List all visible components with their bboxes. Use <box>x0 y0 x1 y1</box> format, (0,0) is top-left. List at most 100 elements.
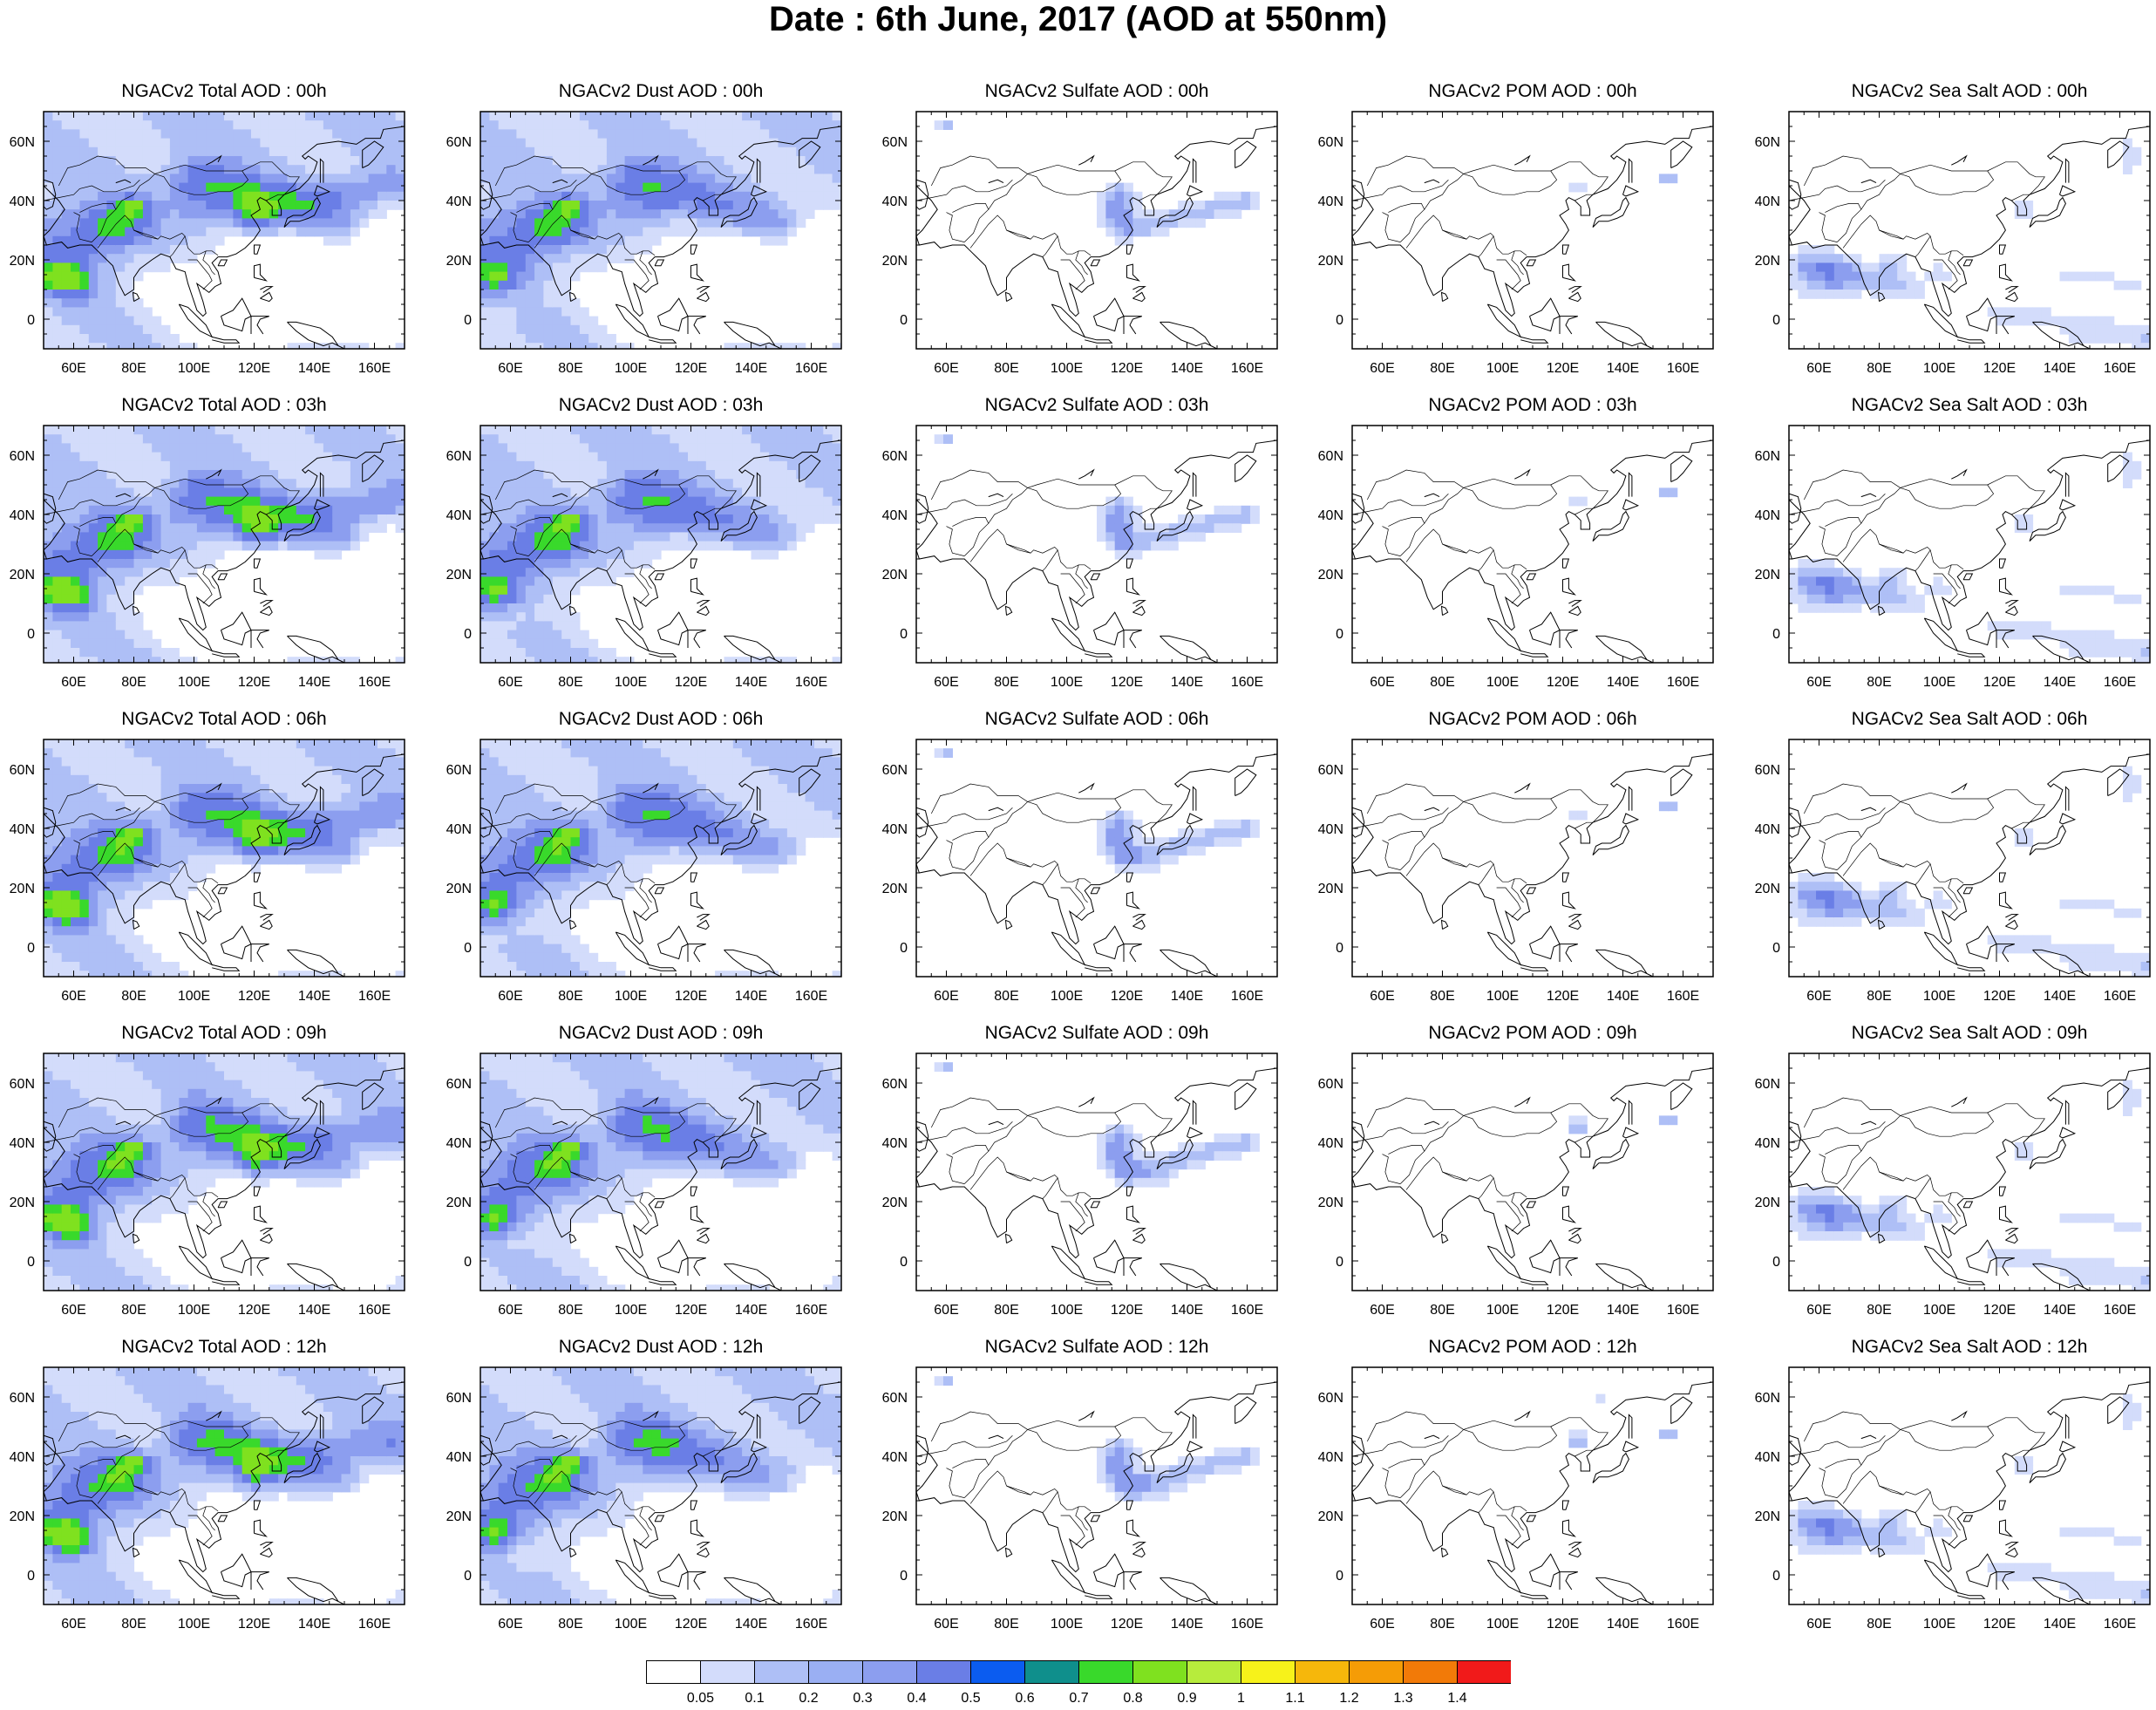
border-line <box>1076 251 1088 275</box>
coastline-java <box>1957 1278 1984 1284</box>
coastline-taiwan <box>1563 1187 1569 1196</box>
coastline-visayas <box>1568 915 1581 921</box>
coastline-taiwan <box>691 873 697 882</box>
lat-tick-label: 60N <box>446 449 472 464</box>
colorbar-label: 0.6 <box>1015 1691 1034 1706</box>
border-line <box>188 1202 213 1231</box>
border-line <box>1789 494 1885 514</box>
coastline-borneo <box>1094 926 1125 958</box>
coastline-hokkaido <box>2060 814 2075 824</box>
lon-tick-label: 100E <box>615 1617 647 1632</box>
coastline-luzon <box>2000 578 2012 595</box>
lon-tick-label: 140E <box>298 675 330 690</box>
coastline-taiwan <box>1563 873 1569 882</box>
lon-tick-label: 80E <box>1430 361 1454 376</box>
coastline-luzon <box>691 892 704 909</box>
coastline-newguinea <box>1596 322 1654 349</box>
border-line <box>1988 162 2045 194</box>
coastlines <box>1780 1367 2150 1604</box>
lat-tick-label: 0 <box>1772 313 1780 328</box>
coastline-java <box>1520 337 1547 343</box>
lat-tick-label: 40N <box>882 1450 908 1465</box>
lat-tick-label: 20N <box>1755 1196 1780 1210</box>
border-line <box>1007 1172 1031 1181</box>
coastline-sakhalin <box>2065 1414 2069 1438</box>
border-line <box>640 1193 652 1216</box>
lat-tick-label: 0 <box>900 1569 908 1584</box>
coastlines <box>908 1053 1277 1291</box>
lat-tick-label: 60N <box>10 1391 35 1406</box>
lon-tick-label: 60E <box>1806 675 1831 690</box>
border-line <box>1861 793 1994 837</box>
lat-tick-label: 60N <box>1318 1077 1343 1092</box>
coastline-eurasia <box>1352 426 1713 630</box>
border-line <box>970 215 1058 257</box>
coastline-hokkaido <box>1187 500 1202 510</box>
lat-tick-label: 40N <box>1318 508 1343 523</box>
coastline-sumatra <box>616 618 649 651</box>
lon-tick-label: 60E <box>61 989 85 1004</box>
coastline-srilanka <box>1006 1548 1012 1557</box>
border-line <box>1425 479 1557 523</box>
lon-tick-label: 100E <box>1051 989 1083 1004</box>
coastline-taiwan <box>2000 559 2006 568</box>
lon-tick-label: 120E <box>238 989 270 1004</box>
aod-field <box>1789 766 2151 980</box>
coastline-japan <box>2030 512 2065 542</box>
panel-title: NGACv2 POM AOD : 12h <box>1335 1336 1731 1359</box>
lon-tick-label: 120E <box>675 675 707 690</box>
coastline-sumatra <box>616 1246 649 1278</box>
colorbar-label: 1.4 <box>1447 1691 1466 1706</box>
border-line <box>1843 1157 1930 1199</box>
border-line <box>1789 1121 1885 1142</box>
coastline-eurasia <box>1352 1367 1713 1572</box>
coastline-visayas <box>1132 287 1145 293</box>
coastline-srilanka <box>1006 1234 1012 1243</box>
lon-tick-label: 140E <box>1607 675 1639 690</box>
coastline-newguinea <box>1160 1577 1218 1604</box>
coastline-greatlakes <box>1078 1098 1093 1107</box>
coastline-taiwan <box>255 245 261 254</box>
border-line <box>1352 180 1448 201</box>
colorbar-swatch <box>1350 1661 1404 1684</box>
lon-tick-label: 120E <box>1547 1617 1579 1632</box>
coastline-kamchatka <box>1235 1397 1256 1424</box>
lat-tick-label: 20N <box>446 254 472 269</box>
lat-tick-label: 0 <box>1772 627 1780 642</box>
lon-tick-label: 140E <box>1607 989 1639 1004</box>
border-line <box>1425 165 1557 209</box>
lat-tick-label: 0 <box>1772 1569 1780 1584</box>
colorbar-swatch <box>701 1661 755 1684</box>
coastline-borneo <box>1094 1240 1125 1272</box>
colorbar-label: 1 <box>1237 1691 1245 1706</box>
coastlines <box>1780 1053 2150 1291</box>
border-line <box>916 494 1012 514</box>
border-line <box>188 888 213 917</box>
panel-title: NGACv2 POM AOD : 00h <box>1335 80 1731 103</box>
aod-field <box>1789 1080 2151 1294</box>
coastline-hokkaido <box>1187 186 1202 196</box>
lat-tick-label: 60N <box>1755 449 1780 464</box>
coastline-mindanao <box>1568 606 1581 615</box>
lon-tick-label: 120E <box>238 361 270 376</box>
coastline-sulawesi <box>251 1258 269 1276</box>
coastline-sakhalin <box>2065 473 2069 496</box>
coastline-taiwan <box>691 1187 697 1196</box>
border-line <box>188 260 213 290</box>
lon-tick-label: 60E <box>934 989 958 1004</box>
colorbar-swatch <box>1404 1661 1458 1684</box>
border-line <box>1497 1516 1521 1545</box>
coastline-sumatra <box>1924 1246 1957 1278</box>
lon-tick-label: 60E <box>934 361 958 376</box>
coastline-java <box>212 964 239 971</box>
coastline-sumatra <box>1051 1560 1085 1592</box>
coastline-japan <box>2030 198 2065 228</box>
lon-tick-label: 100E <box>1923 1303 1955 1318</box>
lat-tick-label: 40N <box>882 822 908 837</box>
lat-tick-label: 0 <box>27 1255 35 1270</box>
aod-field <box>44 1053 405 1294</box>
coastline-hainan <box>1963 260 1972 266</box>
